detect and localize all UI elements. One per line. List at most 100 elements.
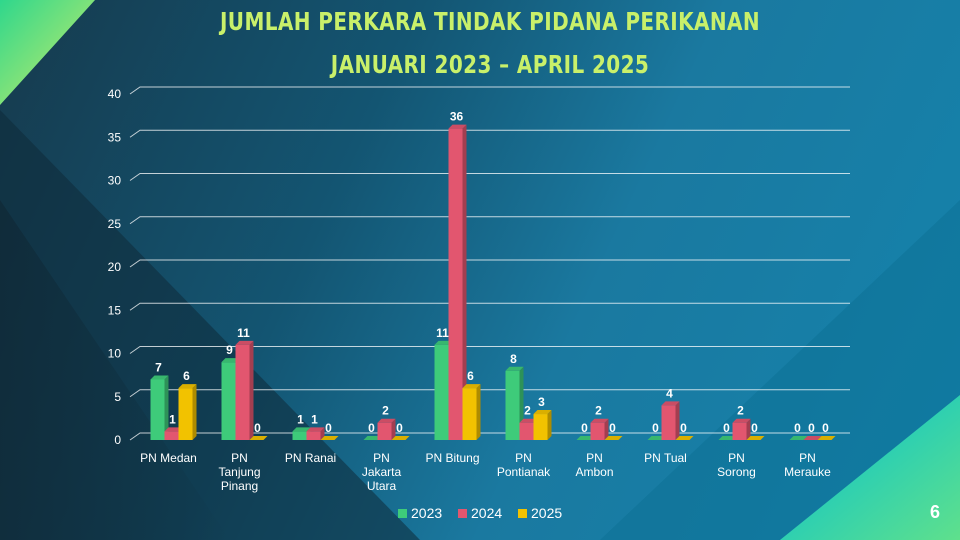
bar-top bbox=[320, 436, 339, 440]
y-tick-label: 10 bbox=[108, 347, 122, 361]
bar-side bbox=[476, 384, 481, 440]
gridline bbox=[129, 259, 850, 268]
bar-top bbox=[448, 124, 467, 129]
gridline bbox=[129, 389, 850, 398]
x-tick-label: PN bbox=[373, 451, 390, 465]
data-label: 2 bbox=[737, 404, 744, 418]
data-label: 0 bbox=[609, 421, 616, 435]
bar-side bbox=[164, 375, 169, 440]
y-tick-label: 20 bbox=[108, 260, 122, 274]
x-tick-label: PN Bitung bbox=[425, 451, 479, 465]
bar-2024 bbox=[732, 422, 747, 440]
data-label: 36 bbox=[450, 110, 464, 124]
bar-top bbox=[732, 418, 751, 423]
data-label: 6 bbox=[467, 369, 474, 383]
bar-top bbox=[150, 375, 169, 380]
x-tick-label: PN bbox=[231, 451, 248, 465]
x-tick-label: Pinang bbox=[221, 479, 258, 493]
legend-label: 2024 bbox=[471, 505, 502, 521]
data-label: 0 bbox=[652, 421, 659, 435]
bar-top bbox=[604, 436, 623, 440]
bar-top bbox=[363, 436, 382, 440]
bar-top bbox=[434, 340, 453, 345]
gridline bbox=[129, 129, 850, 138]
legend-swatch-2025 bbox=[518, 509, 527, 518]
gridline bbox=[129, 173, 850, 181]
bar-top bbox=[789, 436, 808, 440]
bar-2023 bbox=[434, 344, 449, 440]
bar-top bbox=[292, 427, 311, 432]
gridline bbox=[129, 216, 850, 225]
bar-side bbox=[249, 340, 254, 440]
slide-title: JUMLAH PERKARA TINDAK PIDANA PERIKANAN bbox=[219, 7, 761, 36]
bar-top bbox=[590, 418, 609, 423]
data-label: 2 bbox=[524, 404, 531, 418]
x-tick-label: PN bbox=[586, 451, 603, 465]
y-tick-label: 5 bbox=[114, 390, 121, 404]
legend-swatch-2024 bbox=[458, 509, 467, 518]
bar-top bbox=[178, 384, 197, 389]
bar-2024 bbox=[661, 405, 676, 440]
data-label: 8 bbox=[510, 352, 517, 366]
data-label: 2 bbox=[595, 404, 602, 418]
x-tick-label: PN Medan bbox=[140, 451, 197, 465]
bar-top bbox=[533, 410, 552, 415]
bar-2024 bbox=[590, 422, 605, 440]
data-label: 11 bbox=[436, 326, 449, 340]
y-tick-label: 40 bbox=[108, 87, 122, 101]
x-tick-label: PN Ranai bbox=[285, 451, 336, 465]
bar-top bbox=[718, 436, 737, 440]
bar-top bbox=[505, 366, 524, 371]
bar-side bbox=[746, 418, 751, 440]
bar-top bbox=[235, 340, 254, 345]
y-tick-label: 25 bbox=[108, 217, 122, 231]
bar-top bbox=[576, 436, 595, 440]
data-label: 9 bbox=[226, 343, 233, 357]
bar-2024 bbox=[306, 431, 321, 440]
x-tick-label: Ambon bbox=[575, 465, 613, 479]
data-label: 0 bbox=[822, 421, 829, 435]
data-label: 6 bbox=[183, 369, 190, 383]
x-tick-label: PN Tual bbox=[644, 451, 687, 465]
x-tick-label: PN bbox=[515, 451, 532, 465]
bar-2023 bbox=[292, 431, 307, 440]
y-tick-label: 15 bbox=[108, 303, 122, 317]
data-label: 1 bbox=[311, 412, 318, 426]
data-label: 3 bbox=[538, 395, 545, 409]
bar-side bbox=[462, 124, 467, 440]
bar-top bbox=[391, 436, 410, 440]
x-tick-label: Pontianak bbox=[497, 465, 551, 479]
y-tick-label: 35 bbox=[108, 130, 122, 144]
y-tick-label: 0 bbox=[114, 433, 121, 447]
legend-label: 2025 bbox=[531, 505, 562, 521]
data-label: 1 bbox=[297, 412, 304, 426]
data-label: 1 bbox=[169, 412, 176, 426]
y-tick-label: 30 bbox=[108, 174, 122, 188]
data-label: 11 bbox=[237, 326, 250, 340]
bar-2024 bbox=[164, 431, 179, 440]
data-label: 0 bbox=[368, 421, 375, 435]
slide-subtitle: JANUARI 2023 – APRIL 2025 bbox=[330, 50, 650, 79]
gridline bbox=[129, 86, 850, 95]
bar-side bbox=[391, 418, 396, 440]
bar-top bbox=[661, 401, 680, 406]
bar-top bbox=[519, 418, 538, 423]
bar-side bbox=[604, 418, 609, 440]
bar-top bbox=[746, 436, 765, 440]
data-label: 2 bbox=[382, 404, 389, 418]
gridline bbox=[129, 432, 850, 441]
bar-side bbox=[192, 384, 197, 440]
data-label: 0 bbox=[254, 421, 261, 435]
bar-top bbox=[377, 418, 396, 423]
data-label: 0 bbox=[808, 421, 815, 435]
bar-2023 bbox=[221, 362, 236, 440]
legend-swatch-2023 bbox=[398, 509, 407, 518]
bar-2025 bbox=[462, 388, 477, 440]
data-label: 7 bbox=[155, 360, 162, 374]
bar-2024 bbox=[235, 344, 250, 440]
bar-top bbox=[675, 436, 694, 440]
x-tick-label: Merauke bbox=[784, 465, 831, 479]
data-label: 0 bbox=[396, 421, 403, 435]
